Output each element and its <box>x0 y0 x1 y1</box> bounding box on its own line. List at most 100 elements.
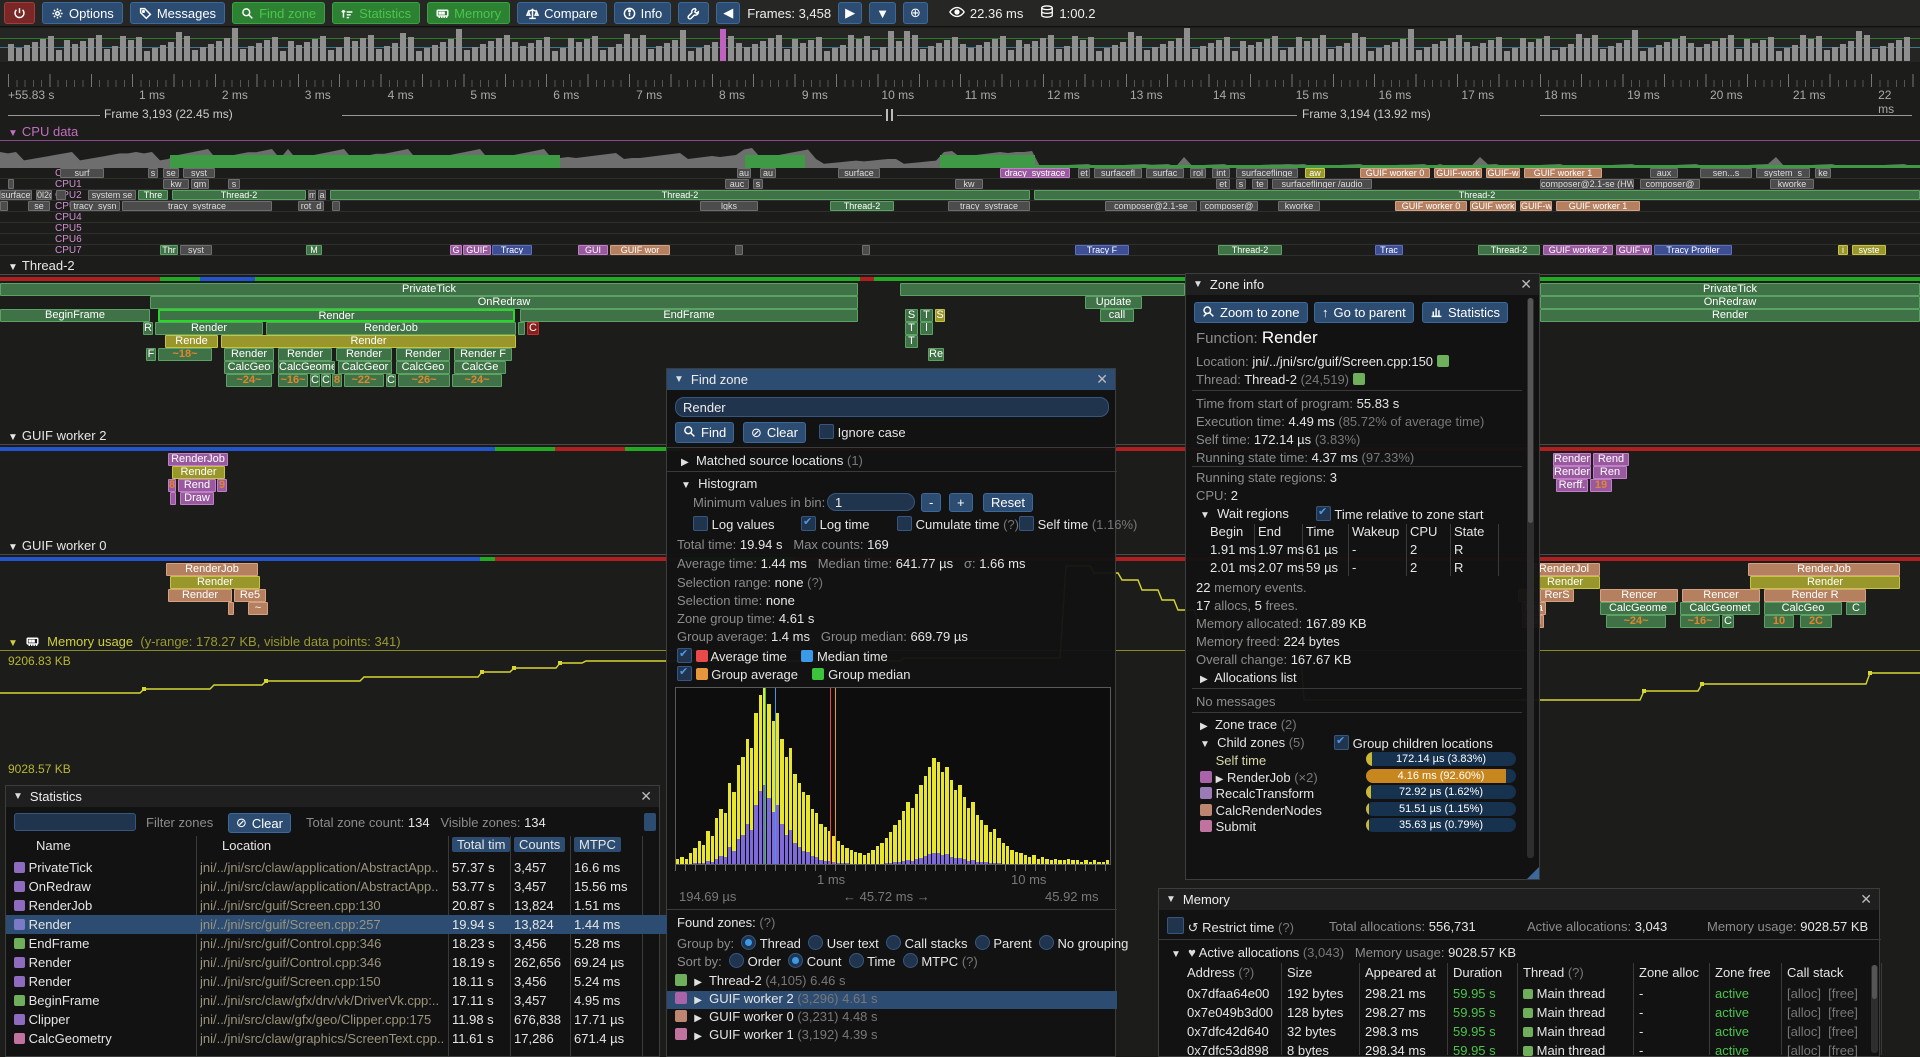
timeline-zone-render[interactable]: Render <box>336 348 392 361</box>
timeline-zone-composer21se[interactable]: composer@2.1-se <box>1105 201 1197 211</box>
allocation-row[interactable]: 0x7e049b3d00 128 bytes 298.27 ms 59.95 s Ma… <box>1187 1005 1858 1020</box>
timeline-zone-au[interactable]: au <box>760 168 776 178</box>
timeline-zone-surface[interactable]: surface <box>838 168 880 178</box>
alloc-column-zone-free[interactable]: Zone free <box>1715 965 1771 980</box>
timeline-zone[interactable] <box>8 179 14 189</box>
timeline-zone-tracysysn[interactable]: tracy_sysn <box>70 201 120 211</box>
child-zone-submit[interactable]: Submit <box>1200 819 1256 834</box>
timeline-zone-thread2[interactable]: Thread-2 <box>1218 245 1282 255</box>
stats-row-render[interactable]: Render jni/../jni/src/guif/Screen.cpp:257… <box>6 915 667 934</box>
focus-frame-button[interactable]: ⊕ <box>902 2 928 24</box>
toolbar-button-info[interactable]: Info <box>613 2 672 24</box>
timeline-zone-renderjol[interactable]: RenderJol <box>1528 563 1600 576</box>
alloc-column-size[interactable]: Size <box>1287 965 1313 980</box>
next-frame-button[interactable]: ▶ <box>838 2 863 24</box>
timeline-zone-render[interactable]: Render <box>1540 309 1920 322</box>
radio-order[interactable]: Order <box>729 953 781 969</box>
timeline-zone-16[interactable]: ~16~ <box>278 374 308 387</box>
timeline-zone-beginframe[interactable]: BeginFrame <box>0 309 150 322</box>
timeline-zone-surfacefl[interactable]: surfacefl <box>1094 168 1142 178</box>
stats-row-beginframe[interactable]: BeginFrame jni/../jni/src/claw/gfx/drv/vk… <box>6 991 667 1010</box>
found-group-guif-worker-0[interactable]: ▶ GUIF worker 0 (3,231) 4.48 s <box>667 1009 1117 1027</box>
timeline-zone-calcgeo[interactable]: CalcGeo <box>224 361 274 374</box>
child-zone-self-time[interactable]: Self time <box>1215 753 1267 768</box>
stats-column-location[interactable]: Location <box>222 838 272 853</box>
zone-trace-section[interactable]: ▶ Zone trace (2) <box>1200 717 1297 732</box>
timeline-zone-c[interactable]: C <box>321 374 331 387</box>
timeline-zone-guifworker0[interactable]: GUIF worker 0 <box>1395 201 1467 211</box>
cpu-data-header[interactable]: ▼ CPU data <box>0 124 1920 141</box>
self-time-checkbox[interactable]: Self time (1.16%) <box>1019 516 1137 532</box>
timeline-zone-composer21sehw[interactable]: composer@2.1-se (HW <box>1540 179 1634 189</box>
timeline-zone-aux[interactable]: aux <box>1650 168 1678 178</box>
timeline-zone-s[interactable]: S <box>935 309 945 322</box>
stats-column-counts[interactable]: Counts <box>514 837 566 852</box>
timeline-zone-a[interactable]: a <box>318 190 326 200</box>
timeline-zone-0l2g[interactable]: 0l2g <box>36 190 52 200</box>
timeline-zone-render[interactable]: Render <box>1553 466 1591 479</box>
timeline-zone-guifworker2[interactable]: GUIF worker 2 <box>1543 245 1613 255</box>
timeline-zone-surfaceflinge[interactable]: surfaceflinge <box>1236 168 1298 178</box>
timeline-zone-24[interactable]: ~24~ <box>226 374 272 387</box>
timeline-zone[interactable] <box>228 602 234 615</box>
timeline-zone-t[interactable]: T <box>905 322 918 335</box>
timeline-zone-rend[interactable]: Rend <box>178 479 216 492</box>
allocation-row[interactable]: 0x7dfc42d640 32 bytes 298.3 ms 59.95 s Main… <box>1187 1024 1858 1039</box>
timeline-zone-rencer[interactable]: Rencer <box>1600 589 1678 602</box>
timeline-zone-8[interactable]: 8 <box>168 479 176 492</box>
timeline-zone-render[interactable]: Render <box>158 309 515 322</box>
active-allocations-section[interactable]: ▼ ♥ Active allocations (3,043) Memory us… <box>1171 945 1517 960</box>
close-icon[interactable]: ✕ <box>1096 371 1108 387</box>
timeline-zone-systems[interactable]: system_s <box>1756 168 1810 178</box>
reset-button[interactable]: Reset <box>983 493 1033 512</box>
timeline-zone-calcgeome[interactable]: CalcGeome <box>1600 602 1676 615</box>
toolbar-button-memory[interactable]: Memory <box>427 2 511 24</box>
stats-clear-button[interactable]: ⊘ Clear <box>228 813 291 833</box>
timeline-zone-c[interactable]: C <box>527 322 539 335</box>
timeline-zone-render[interactable]: Render <box>1750 576 1900 589</box>
timeline-zone-se[interactable]: se <box>163 168 179 178</box>
child-zone-calcrendernodes[interactable]: CalcRenderNodes <box>1200 803 1322 818</box>
close-icon[interactable]: ✕ <box>1520 276 1532 292</box>
timeline-zone-2c[interactable]: 2C <box>1800 615 1832 628</box>
timeline-zone-onredraw[interactable]: OnRedraw <box>1540 296 1920 309</box>
radio-no-grouping[interactable]: No grouping <box>1038 935 1128 951</box>
alloc-column-zone-alloc[interactable]: Zone alloc <box>1639 965 1699 980</box>
timeline-zone-syst[interactable]: syst <box>180 245 212 255</box>
timeline-zone-renderjob[interactable]: RenderJob <box>1748 563 1900 576</box>
radio-user-text[interactable]: User text <box>808 935 879 951</box>
restrict-time-checkbox[interactable]: ↺ Restrict time (?) <box>1167 917 1294 936</box>
stats-scrollbar[interactable] <box>644 813 656 831</box>
timeline-zone[interactable] <box>735 245 743 255</box>
matched-source-locations[interactable]: ▶ Matched source locations (1) <box>681 453 863 468</box>
timeline-zone-s[interactable]: s <box>753 179 763 189</box>
timeline-zone-9[interactable]: 9 <box>217 479 227 492</box>
child-zones-section[interactable]: ▼ Child zones (5) <box>1200 735 1305 750</box>
timeline-zone-renderjob[interactable]: RenderJob <box>166 563 258 576</box>
found-group-thread-2[interactable]: ▶ Thread-2 (4,105) 6.46 s <box>667 973 1117 991</box>
child-zone-renderjob[interactable]: ▶ RenderJob (×2) <box>1200 770 1318 785</box>
timeline-zone-rende[interactable]: Rende <box>165 335 218 348</box>
group-children-checkbox[interactable]: Group children locations <box>1334 734 1493 751</box>
timeline-zone-te[interactable]: te <box>1252 179 1268 189</box>
stats-row-calcgeometry[interactable]: CalcGeometry jni/../jni/src/claw/graphics… <box>6 1029 667 1048</box>
zone-info-titlebar[interactable]: ▼ Zone info ✕ <box>1186 274 1539 295</box>
timeline-zone[interactable] <box>56 190 66 200</box>
timeline-zone-c[interactable]: C <box>386 374 396 387</box>
timeline-zone-thr[interactable]: Thr <box>160 245 178 255</box>
timeline-zone-tracy[interactable]: Tracy <box>492 245 532 255</box>
alloc-column-address[interactable]: Address (?) <box>1187 965 1255 980</box>
timeline-zone-render[interactable]: Render <box>172 466 225 479</box>
log-values-checkbox[interactable]: Log values <box>693 516 775 532</box>
timeline-zone-22[interactable]: ~22~ <box>344 374 384 387</box>
timeline-zone-t[interactable]: T <box>920 309 933 322</box>
find-zone-titlebar[interactable]: ▼ Find zone ✕ <box>667 369 1115 390</box>
timeline-zone-f[interactable]: F <box>146 348 156 361</box>
timeline-zone-guifwor[interactable]: GUIF wor <box>610 245 670 255</box>
time-axis-ticks[interactable] <box>0 63 1920 87</box>
timeline-zone-guifw[interactable]: GUIF-w <box>1486 168 1520 178</box>
stats-column-total-tim[interactable]: Total tim <box>452 837 511 852</box>
radio-call-stacks[interactable]: Call stacks <box>886 935 968 951</box>
timeline-zone-et[interactable]: et <box>1216 179 1230 189</box>
clear-button[interactable]: ⊘ Clear <box>743 422 806 443</box>
